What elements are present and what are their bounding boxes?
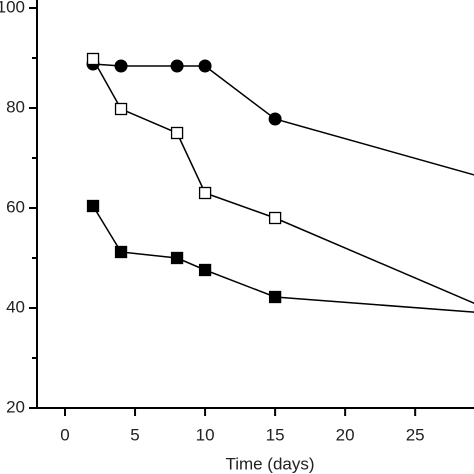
point [114,245,128,259]
y-tick-label: 80 [6,97,25,116]
point [268,211,282,225]
y-tick-label: 20 [6,397,25,416]
point [86,52,100,66]
point [114,102,128,116]
y-tick-label: 100 [0,0,25,16]
x-tick-label: 10 [196,425,215,444]
point [170,251,184,265]
x-tick-label: 25 [406,425,425,444]
x-tick-label: 20 [336,425,355,444]
x-tick-label: 15 [266,425,285,444]
x-tick-label: 5 [130,425,139,444]
point [198,186,212,200]
series-line [92,58,474,305]
point [170,59,184,73]
y-tick-label: 40 [6,297,25,316]
x-axis-label: Time (days) [225,454,314,473]
point [198,59,212,73]
point [268,112,282,126]
point [86,199,100,213]
point [114,59,128,73]
series-line [92,205,474,313]
point [170,126,184,140]
point [268,290,282,304]
x-tick-label: 0 [60,425,69,444]
point [198,263,212,277]
y-tick-label: 60 [6,197,25,216]
